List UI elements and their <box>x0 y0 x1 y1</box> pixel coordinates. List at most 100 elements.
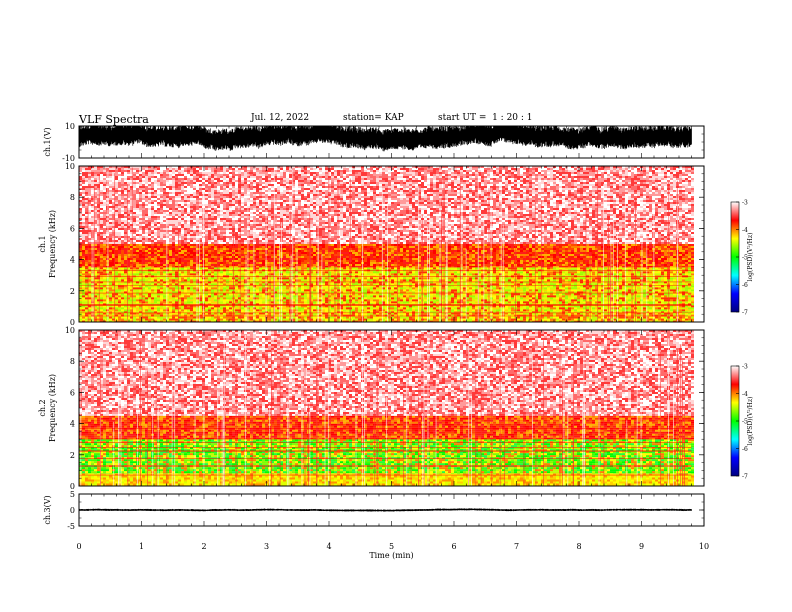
spectrogram-cell <box>142 301 145 304</box>
spectrogram-cell <box>238 273 241 276</box>
spectrogram-cell <box>685 285 688 288</box>
spectrogram-cell <box>271 271 274 274</box>
spectrogram-cell <box>580 301 583 304</box>
spectrogram-cell <box>556 279 559 282</box>
spectrogram-cell <box>199 316 202 319</box>
spectrogram-cell <box>244 320 247 322</box>
spectrogram-cell <box>106 316 109 319</box>
spectrogram-cell <box>382 279 385 282</box>
spectrogram-cell <box>658 299 661 302</box>
spectrogram-cell <box>343 271 346 274</box>
spectrogram-cell <box>646 281 649 284</box>
spectrogram-cell <box>646 277 649 280</box>
spectrogram-cell <box>226 316 229 319</box>
spectrogram-cell <box>244 293 247 296</box>
spectrogram-cell <box>121 289 124 292</box>
spectrogram-cell <box>208 289 211 292</box>
spectrogram-cell <box>109 273 112 276</box>
spectrogram-cell <box>643 314 646 317</box>
spectrogram-cell <box>571 318 574 321</box>
spectrogram-cell <box>346 273 349 276</box>
spectrogram-cell <box>484 314 487 317</box>
spectrogram-cell <box>106 299 109 302</box>
spectrogram-cell <box>406 283 409 286</box>
spectrogram-cell <box>436 301 439 304</box>
spectrogram-cell <box>250 273 253 276</box>
spectrogram-cell <box>544 287 547 290</box>
spectrogram-cell <box>511 267 514 270</box>
spectrogram-cell <box>640 297 643 300</box>
spectrogram-cell <box>271 279 274 282</box>
spectrogram-cell <box>178 320 181 322</box>
spectrogram-cell <box>592 289 595 292</box>
spectrogram-cell <box>481 320 484 322</box>
spectrogram-cell <box>88 320 91 322</box>
spectrogram-cell <box>541 281 544 284</box>
spectrogram-cell <box>178 291 181 294</box>
spectrogram-cell <box>271 267 274 270</box>
spectrogram-cell <box>295 316 298 319</box>
spectrogram-cell <box>190 283 193 286</box>
spectrogram-cell <box>241 277 244 280</box>
spectrogram-cell <box>292 281 295 284</box>
spectrogram-cell <box>301 287 304 290</box>
spectrogram-cell <box>469 299 472 302</box>
spectrogram-cell <box>310 314 313 317</box>
spectrogram-cell <box>424 285 427 288</box>
spectrogram-cell <box>376 301 379 304</box>
spectrogram-cell <box>331 289 334 292</box>
spectrogram-cell <box>295 287 298 290</box>
spectrogram-cell <box>598 297 601 300</box>
spectrogram-cell <box>100 285 103 288</box>
spectrogram-cell <box>559 285 562 288</box>
spectrogram-cell <box>601 295 604 298</box>
spectrogram-cell <box>556 299 559 302</box>
spectrogram-cell <box>376 320 379 322</box>
spectrogram-cell <box>85 283 88 286</box>
spectrogram-cell <box>685 293 688 296</box>
spectrogram-cell <box>643 287 646 290</box>
spectrogram-cell <box>367 295 370 298</box>
spectrogram-cell <box>619 287 622 290</box>
spectrogram-cell <box>181 297 184 300</box>
spectrogram-cell <box>670 271 673 274</box>
spectrogram-cell <box>484 279 487 282</box>
spectrogram-cell <box>298 267 301 270</box>
spectrogram-cell <box>127 291 130 294</box>
spectrogram-cell <box>145 283 148 286</box>
spectrogram-cell <box>529 320 532 322</box>
spectrogram-cell <box>655 281 658 284</box>
spectrogram-cell <box>220 285 223 288</box>
spectrogram-cell <box>574 291 577 294</box>
spectrogram-cell <box>328 287 331 290</box>
spectrogram-cell <box>646 316 649 319</box>
spectrogram-cell <box>127 314 130 317</box>
spectrogram-cell <box>112 285 115 288</box>
spectrogram-cell <box>187 279 190 282</box>
spectrogram-cell <box>253 295 256 298</box>
spectrogram-cell <box>508 312 511 315</box>
spectrogram-cell <box>358 279 361 282</box>
spectrogram-cell <box>376 271 379 274</box>
spectrogram-cell <box>544 271 547 274</box>
spectrogram-cell <box>352 283 355 286</box>
spectrogram-cell <box>592 283 595 286</box>
spectrogram-cell <box>538 301 541 304</box>
spectrogram-cell <box>409 293 412 296</box>
spectrogram-cell <box>205 279 208 282</box>
spectrogram-cell <box>91 295 94 298</box>
spectrogram-cell <box>199 312 202 315</box>
spectrogram-cell <box>451 279 454 282</box>
spectrogram-cell <box>316 295 319 298</box>
spectrogram-cell <box>256 312 259 315</box>
spectrogram-cell <box>610 285 613 288</box>
spectrogram-cell <box>121 320 124 322</box>
spectrogram-cell <box>325 281 328 284</box>
spectrogram-cell <box>85 295 88 298</box>
spectrogram-cell <box>373 267 376 270</box>
spectrogram-cell <box>241 314 244 317</box>
spectrogram-cell <box>640 312 643 315</box>
spectrogram-cell <box>97 320 100 322</box>
spectrogram-cell <box>100 320 103 322</box>
spectrogram-cell <box>550 295 553 298</box>
